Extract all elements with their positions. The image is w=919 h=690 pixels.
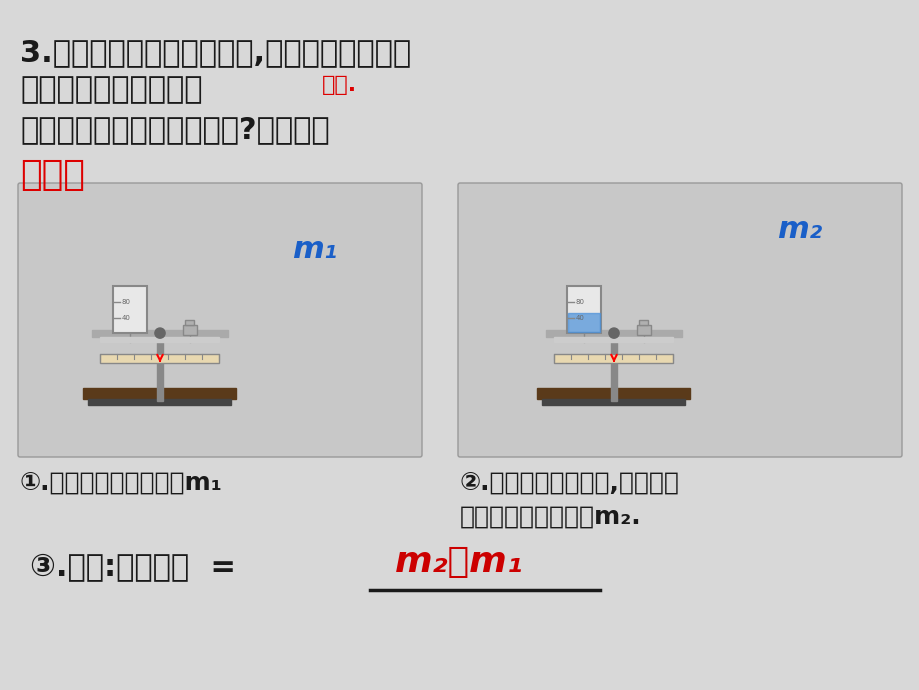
Text: 不能.: 不能. bbox=[322, 75, 357, 95]
Text: 80: 80 bbox=[575, 299, 584, 305]
Bar bbox=[636, 324, 650, 335]
Text: m₂: m₂ bbox=[776, 215, 821, 244]
Bar bbox=[156, 333, 164, 401]
Bar bbox=[568, 313, 599, 332]
Bar bbox=[537, 388, 690, 399]
Text: ②.将液体倒入烧杯中,称出装有: ②.将液体倒入烧杯中,称出装有 bbox=[460, 472, 679, 496]
Bar bbox=[610, 333, 617, 401]
Bar bbox=[613, 337, 673, 342]
Bar bbox=[186, 319, 194, 324]
Text: m₂－m₁: m₂－m₁ bbox=[394, 545, 523, 579]
Text: 3.如果要测量某液体的质量,是否可以直接将液: 3.如果要测量某液体的质量,是否可以直接将液 bbox=[20, 38, 411, 67]
Bar bbox=[567, 286, 601, 333]
Bar bbox=[100, 337, 160, 342]
FancyBboxPatch shape bbox=[458, 183, 901, 457]
Text: 40: 40 bbox=[121, 315, 130, 321]
Bar bbox=[92, 330, 228, 337]
Text: 液体的烧杯总质量为m₂.: 液体的烧杯总质量为m₂. bbox=[460, 505, 641, 529]
Bar bbox=[545, 330, 681, 337]
Bar bbox=[88, 399, 232, 405]
Bar bbox=[554, 355, 673, 363]
Bar bbox=[183, 324, 197, 335]
Bar bbox=[554, 337, 613, 342]
Text: m₁: m₁ bbox=[291, 235, 336, 264]
Circle shape bbox=[154, 328, 165, 338]
Text: 方法一: 方法一 bbox=[20, 158, 85, 192]
Bar bbox=[84, 388, 236, 399]
Bar bbox=[542, 399, 685, 405]
Text: 80: 80 bbox=[121, 299, 130, 305]
Bar bbox=[639, 319, 647, 324]
Text: ③.计算:液体质量  =: ③.计算:液体质量 = bbox=[30, 552, 257, 581]
Text: 下列两种测量方法哪种更好?为什么？: 下列两种测量方法哪种更好?为什么？ bbox=[20, 115, 329, 144]
Text: 40: 40 bbox=[575, 315, 584, 321]
Circle shape bbox=[608, 328, 618, 338]
Text: ①.称出空烧杯的质量为m₁: ①.称出空烧杯的质量为m₁ bbox=[20, 472, 222, 496]
FancyBboxPatch shape bbox=[18, 183, 422, 457]
Text: 体放在天平的托盘上？: 体放在天平的托盘上？ bbox=[20, 75, 202, 104]
Bar bbox=[113, 286, 147, 333]
Bar bbox=[100, 355, 220, 363]
Bar bbox=[160, 337, 220, 342]
